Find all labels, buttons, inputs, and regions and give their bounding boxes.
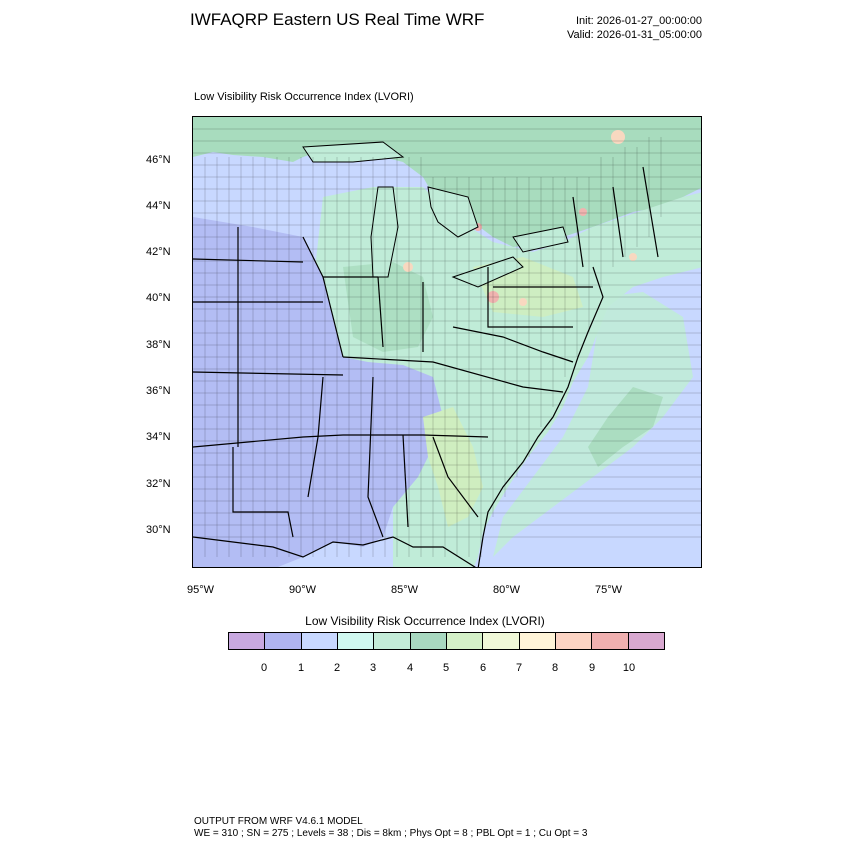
valid-time: Valid: 2026-01-31_05:00:00: [567, 29, 702, 41]
lat-label: 46°N: [146, 154, 171, 166]
colorbar-tick: 9: [588, 662, 596, 674]
lon-label: 85°W: [391, 584, 419, 596]
lat-label: 38°N: [146, 339, 171, 351]
footer-model-line: OUTPUT FROM WRF V4.6.1 MODEL: [194, 816, 363, 827]
lake-ontario: [512, 226, 569, 253]
footer-info: OUTPUT FROM WRF V4.6.1 MODEL WE = 310 ; …: [194, 816, 587, 840]
piedmont-patch: [423, 407, 483, 527]
colorbar-cell: [374, 633, 411, 649]
lake-superior: [302, 141, 405, 163]
colorbar-tick: 2: [333, 662, 341, 674]
offshore-area: [493, 292, 693, 557]
colorbar-cell: [410, 633, 447, 649]
colorbar-cell: [301, 633, 338, 649]
colorbar-cell: [555, 633, 593, 649]
lon-label: 75°W: [595, 584, 623, 596]
colorbar-tick: 5: [442, 662, 450, 674]
colorbar-cell: [337, 633, 375, 649]
colorbar-tick: 6: [479, 662, 487, 674]
colorbar-cell: [265, 633, 302, 649]
lon-label: 80°W: [493, 584, 521, 596]
colorbar-tick: 8: [551, 662, 559, 674]
lon-label: 95°W: [187, 584, 215, 596]
colorbar-tick: 10: [622, 662, 636, 674]
lon-label: 90°W: [289, 584, 317, 596]
colorbar-cell: [446, 633, 484, 649]
colorbar-cell: [592, 633, 629, 649]
colorbar-cell: [628, 633, 664, 649]
figure-title: IWFAQRP Eastern US Real Time WRF: [190, 10, 485, 29]
colorbar-tick: 0: [260, 662, 268, 674]
county-grid: [193, 128, 701, 557]
lat-label: 30°N: [146, 524, 171, 536]
colorbar-tick: 4: [406, 662, 414, 674]
colorbar-tick: 7: [515, 662, 523, 674]
map-svg: [193, 117, 701, 567]
colorbar-cell: [483, 633, 520, 649]
lat-label: 44°N: [146, 200, 171, 212]
map-panel: [192, 116, 702, 568]
colorbar: [228, 632, 665, 650]
time-stamps: Init: 2026-01-27_00:00:00 Valid: 2026-01…: [567, 14, 702, 42]
map-subtitle: Low Visibility Risk Occurrence Index (LV…: [194, 91, 414, 103]
colorbar-title: Low Visibility Risk Occurrence Index (LV…: [305, 614, 545, 628]
lat-label: 42°N: [146, 246, 171, 258]
init-time: Init: 2026-01-27_00:00:00: [576, 15, 702, 27]
western-land: [193, 217, 443, 567]
footer-config-line: WE = 310 ; SN = 275 ; Levels = 38 ; Dis …: [194, 828, 588, 839]
colorbar-tick: 3: [369, 662, 377, 674]
lat-label: 36°N: [146, 385, 171, 397]
lat-label: 32°N: [146, 478, 171, 490]
lat-label: 34°N: [146, 431, 171, 443]
colorbar-cell: [229, 633, 266, 649]
colorbar-tick: 1: [297, 662, 305, 674]
lat-label: 40°N: [146, 292, 171, 304]
atlantic-coastline: [477, 266, 604, 567]
colorbar-cell: [519, 633, 556, 649]
